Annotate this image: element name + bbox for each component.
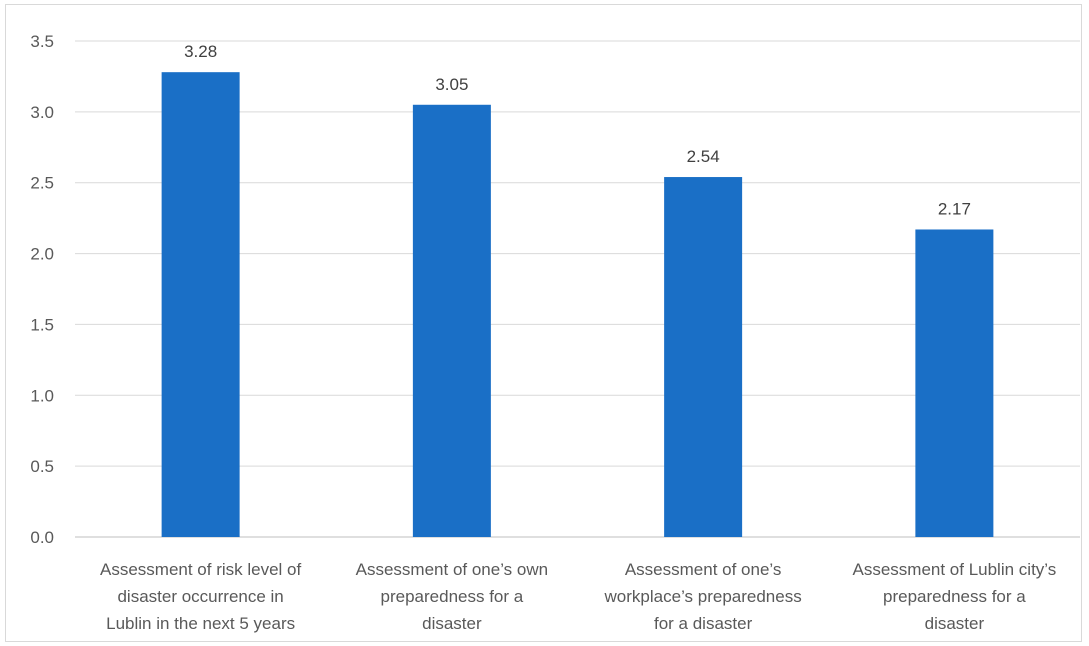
y-tick-label: 1.0 bbox=[30, 386, 54, 405]
x-category-label-line: Assessment of one’s own bbox=[356, 560, 548, 579]
x-category-label: Assessment of one’s workplace’s preparedn… bbox=[604, 560, 802, 633]
bar bbox=[915, 229, 994, 538]
data-label: 2.17 bbox=[938, 199, 971, 218]
x-category-label-line: workplace’s preparedness bbox=[604, 587, 802, 606]
x-category-label: Assessment of risk level of disaster occu… bbox=[100, 560, 302, 633]
data-label: 3.28 bbox=[184, 42, 217, 61]
x-category-label-line: disaster bbox=[925, 614, 985, 633]
x-category-label-line: preparedness for a bbox=[381, 587, 524, 606]
bar bbox=[664, 177, 743, 537]
x-category-label-line: Lublin in the next 5 years bbox=[106, 614, 295, 633]
x-category-label-line: Assessment of Lublin city’s bbox=[852, 560, 1056, 579]
y-tick-label: 2.5 bbox=[30, 174, 54, 193]
x-category-label-line: preparedness for a bbox=[883, 587, 1026, 606]
data-label: 2.54 bbox=[687, 147, 720, 166]
bar bbox=[412, 104, 491, 538]
bar bbox=[161, 72, 240, 538]
y-tick-label: 3.0 bbox=[30, 103, 54, 122]
y-tick-label: 0.5 bbox=[30, 457, 54, 476]
x-category-label: Assessment of one’s own preparedness for … bbox=[356, 560, 548, 633]
y-tick-label: 0.0 bbox=[30, 528, 54, 547]
y-tick-label: 2.0 bbox=[30, 245, 54, 264]
y-tick-label: 1.5 bbox=[30, 315, 54, 334]
y-tick-label: 3.5 bbox=[30, 32, 54, 51]
x-category-label-line: for a disaster bbox=[654, 614, 753, 633]
x-category-label-line: disaster bbox=[422, 614, 482, 633]
x-category-label-line: Assessment of one’s bbox=[625, 560, 782, 579]
x-category-label: Assessment of Lublin city’s preparedness … bbox=[852, 560, 1056, 633]
data-label: 3.05 bbox=[435, 75, 468, 94]
x-category-label-line: disaster occurrence in bbox=[117, 587, 283, 606]
x-category-label-line: Assessment of risk level of bbox=[100, 560, 302, 579]
